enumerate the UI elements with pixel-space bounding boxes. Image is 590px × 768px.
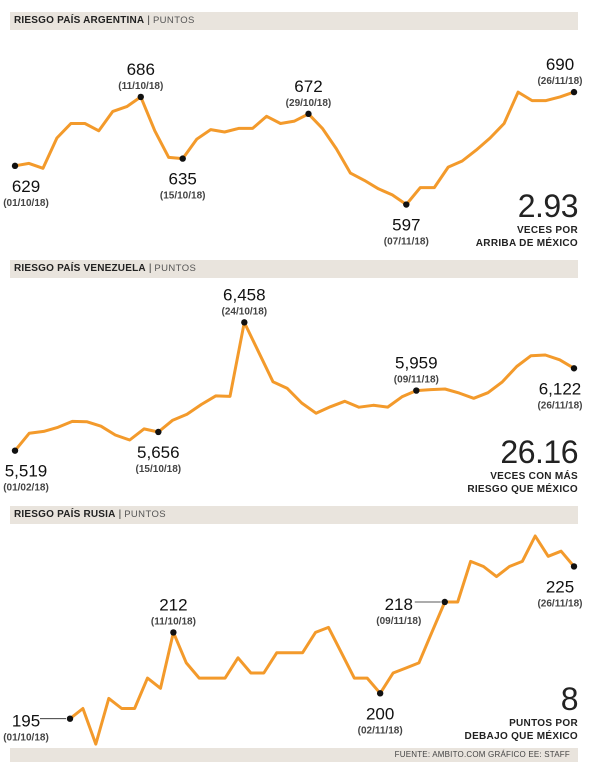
data-label-date: (01/02/18) [3, 483, 49, 494]
data-point-marker [11, 162, 19, 170]
data-point-annotation: 6,122 (26/11/18) [537, 365, 583, 411]
summary-caption: PUNTOS POR DEBAJO QUE MÉXICO [465, 717, 578, 743]
data-label-value: 5,656 [137, 443, 180, 462]
data-label-date: (26/11/18) [537, 598, 582, 609]
data-point-annotation: 686 (11/10/18) [118, 60, 163, 101]
data-point-marker [570, 88, 578, 96]
data-point-marker [155, 428, 162, 436]
data-label-date: (01/10/18) [3, 733, 49, 744]
data-label-value: 629 [12, 177, 40, 196]
source-footer: FUENTE: AMBITO.COM GRÁFICO EE: STAFF [10, 748, 578, 762]
data-point-marker [570, 563, 578, 570]
data-point-marker [11, 447, 19, 454]
data-label-value: 690 [546, 55, 574, 74]
data-point-marker [305, 110, 312, 118]
series-line [13, 90, 576, 206]
data-point-annotation: 629 (01/10/18) [3, 162, 49, 209]
data-label-value: 5,959 [395, 354, 438, 373]
data-point-annotation: 635 (15/10/18) [160, 155, 206, 202]
data-point-annotation: 672 (29/10/18) [286, 77, 332, 118]
data-label-date: (26/11/18) [537, 76, 582, 87]
data-label-value: 200 [366, 704, 394, 723]
data-label-date: (02/11/18) [358, 725, 403, 736]
data-label-value: 686 [127, 60, 155, 79]
data-point-annotation: 5,959 (09/11/18) [394, 354, 439, 394]
summary-caption-line: VECES CON MÁS [490, 471, 578, 482]
data-label-date: (09/11/18) [376, 616, 421, 627]
section-title: RIESGO PAÍS RUSIA [14, 509, 116, 520]
section-unit: PUNTOS [124, 509, 167, 520]
summary-caption-line: RIESGO QUE MÉXICO [467, 484, 578, 495]
data-label-date: (15/10/18) [136, 464, 182, 475]
summary-caption-line: ARRIBA DE MÉXICO [475, 238, 578, 249]
data-point-marker [413, 387, 420, 394]
section-header-rusia: RIESGO PAÍS RUSIA | PUNTOS [10, 506, 578, 524]
data-point-marker [137, 93, 144, 101]
data-point-annotation: 200 (02/11/18) [358, 690, 403, 736]
data-point-annotation: 212 (11/10/18) [151, 595, 196, 636]
data-point-marker [241, 319, 248, 326]
venezuela-summary: 26.16 VECES CON MÁS RIESGO QUE MÉXICO [467, 436, 578, 496]
data-point-marker [66, 715, 74, 722]
data-label-date: (29/10/18) [286, 98, 332, 109]
summary-value: 8 [560, 681, 579, 717]
summary-value: 2.93 [517, 188, 579, 224]
data-point-marker [570, 365, 578, 372]
source-text: FUENTE: AMBITO.COM GRÁFICO EE: STAFF [394, 750, 570, 759]
data-point-annotation: 195 (01/10/18) [3, 712, 74, 744]
header-separator: | [118, 509, 122, 520]
section-unit: PUNTOS [152, 15, 195, 26]
series-line [13, 320, 576, 453]
data-label-value: 212 [159, 595, 187, 614]
data-label-date: (26/11/18) [537, 400, 582, 411]
data-point-marker [403, 201, 410, 208]
data-point-annotation: 218 (09/11/18) [376, 595, 448, 627]
data-label-value: 635 [169, 170, 197, 189]
series-line [68, 534, 576, 746]
data-point-marker [441, 598, 448, 606]
rusia-summary: 8 PUNTOS POR DEBAJO QUE MÉXICO [465, 681, 579, 743]
header-separator: | [148, 263, 152, 274]
data-label-value: 672 [294, 77, 322, 96]
data-label-date: (09/11/18) [394, 375, 439, 386]
data-label-date: (15/10/18) [160, 191, 206, 202]
section-title: RIESGO PAÍS ARGENTINA [14, 15, 145, 26]
data-label-value: 597 [392, 216, 420, 235]
argentina-summary: 2.93 VECES POR ARRIBA DE MÉXICO [476, 188, 579, 250]
summary-caption-line: VECES POR [516, 225, 578, 236]
data-point-annotation: 225 (26/11/18) [537, 563, 583, 609]
data-label-date: (24/10/18) [222, 306, 268, 317]
section-unit: PUNTOS [154, 263, 197, 274]
summary-caption: VECES POR ARRIBA DE MÉXICO [476, 224, 578, 250]
data-point-annotation: 690 (26/11/18) [537, 55, 583, 96]
data-point-annotation: 6,458 (24/10/18) [222, 285, 268, 326]
data-label-value: 195 [12, 712, 40, 731]
data-point-marker [170, 629, 177, 636]
section-header-venezuela: RIESGO PAÍS VENEZUELA | PUNTOS [10, 260, 578, 278]
data-label-date: (11/10/18) [151, 616, 196, 627]
data-label-value: 218 [385, 595, 413, 614]
summary-caption: VECES CON MÁS RIESGO QUE MÉXICO [467, 470, 578, 496]
data-point-annotation: 597 (07/11/18) [384, 201, 429, 248]
data-point-annotation: 5,656 (15/10/18) [136, 428, 182, 475]
section-header-argentina: RIESGO PAÍS ARGENTINA | PUNTOS [10, 12, 578, 30]
data-label-value: 6,122 [539, 379, 582, 398]
summary-caption-line: PUNTOS POR [509, 718, 578, 729]
data-point-marker [376, 690, 384, 697]
header-separator: | [147, 15, 150, 26]
data-point-marker [179, 155, 186, 162]
section-title: RIESGO PAÍS VENEZUELA [14, 263, 146, 274]
data-point-annotation: 5,519 (01/02/18) [3, 447, 49, 494]
data-label-date: (07/11/18) [384, 237, 429, 248]
data-label-date: (11/10/18) [118, 81, 163, 92]
summary-value: 26.16 [500, 434, 578, 470]
data-label-value: 225 [546, 577, 574, 596]
data-label-date: (01/10/18) [3, 198, 49, 209]
summary-caption-line: DEBAJO QUE MÉXICO [464, 731, 578, 742]
data-label-value: 5,519 [5, 462, 48, 481]
data-label-value: 6,458 [223, 285, 266, 304]
